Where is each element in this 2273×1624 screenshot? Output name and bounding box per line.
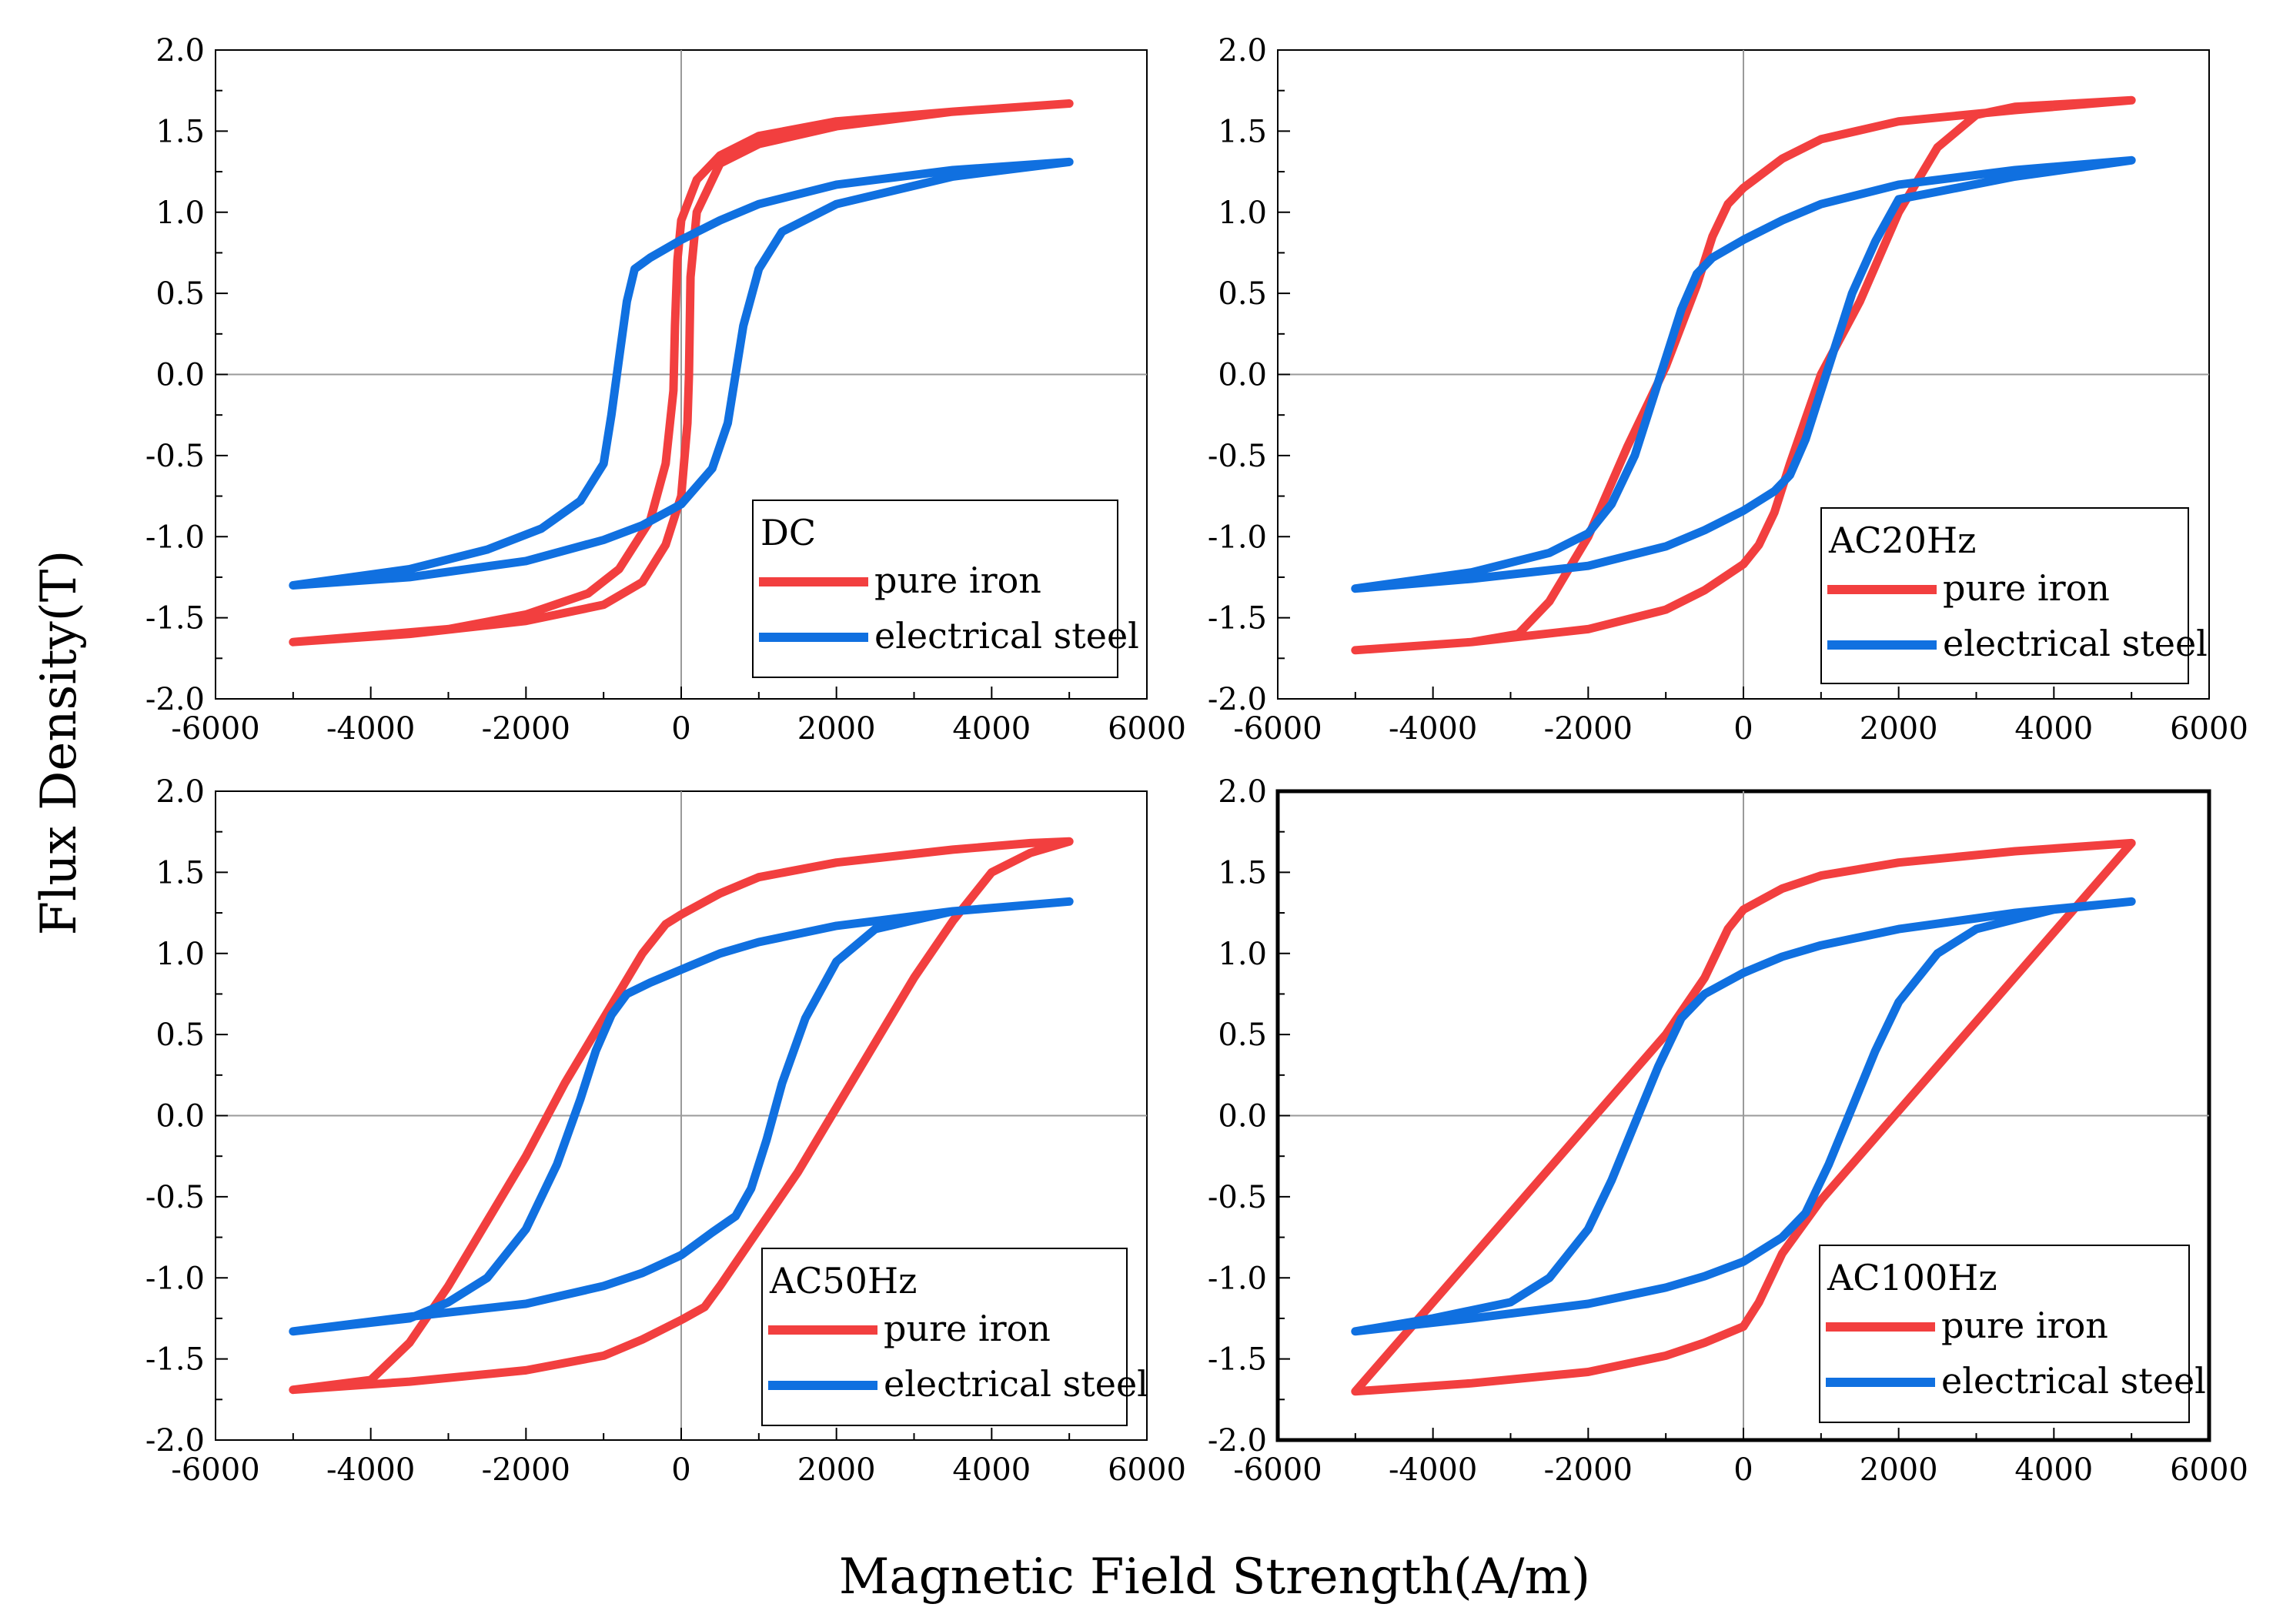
legend: AC20Hz pure iron electrical steel — [1820, 507, 2208, 684]
y-tick-label: -1.5 — [145, 601, 205, 637]
series-line-electrical-steel — [289, 897, 1074, 1336]
y-tick-label: -2.0 — [1208, 1423, 1267, 1459]
legend-title: AC20Hz — [1828, 520, 1976, 561]
x-tick-label: -4000 — [1389, 1452, 1477, 1488]
x-tick-label: 6000 — [2170, 1452, 2248, 1488]
y-tick-label: 1.0 — [1218, 937, 1267, 972]
legend-box — [752, 500, 1118, 678]
x-tick-label: -4000 — [326, 1452, 415, 1488]
x-tick-label: -2000 — [482, 1452, 570, 1488]
x-tick-label: 6000 — [1108, 1452, 1186, 1488]
x-tick-label: 2000 — [797, 1452, 876, 1488]
legend: AC100Hz pure iron electrical steel — [1819, 1245, 2206, 1423]
x-tick-label: 2000 — [1860, 711, 1938, 747]
legend-box — [1819, 1245, 2190, 1423]
chart-panel-ac20hz: -6000 -4000 -2000 0 2000 4000 6000 2.0 1.5 1.0 0.5… — [1208, 33, 2248, 747]
legend-label-electrical-steel: electrical steel — [1941, 1360, 2206, 1402]
y-tick-label: -2.0 — [1208, 682, 1267, 717]
x-axis-title: Magnetic Field Strength(A/m) — [839, 1549, 1590, 1606]
y-tick-label: 0.5 — [155, 276, 205, 312]
y-tick-label: 2.0 — [1218, 774, 1267, 810]
x-tick-label: 2000 — [1860, 1452, 1938, 1488]
series-line-pure-iron — [1351, 95, 2136, 655]
y-tick-label: -0.5 — [1208, 1180, 1267, 1215]
legend: AC50Hz pure iron electrical steel — [761, 1248, 1148, 1426]
chart-panel-ac50hz: -6000 -4000 -2000 0 2000 4000 6000 2.0 1.5 1.0 0.5… — [145, 774, 1186, 1488]
x-tick-label: 6000 — [2170, 711, 2248, 747]
x-tick-label: 4000 — [952, 1452, 1031, 1488]
y-tick-label: -1.5 — [145, 1342, 205, 1378]
legend-box — [761, 1248, 1128, 1426]
y-tick-label: 1.0 — [1218, 195, 1267, 231]
y-tick-label: -0.5 — [1208, 439, 1267, 474]
series-line-pure-iron — [289, 837, 1074, 1395]
x-tick-label: -6000 — [171, 1452, 259, 1488]
chart-panel-ac100hz: -6000 -4000 -2000 0 2000 4000 6000 2.0 1.5 1.0 0.5… — [1208, 774, 2248, 1488]
y-tick-label: 2.0 — [155, 774, 205, 810]
series-line-electrical-steel — [1351, 155, 2136, 593]
x-tick-label: -6000 — [1233, 1452, 1322, 1488]
y-tick-label: -1.0 — [1208, 1261, 1267, 1296]
x-tick-label: -2000 — [482, 711, 570, 747]
y-tick-label: -1.5 — [1208, 601, 1267, 637]
y-tick-label: -1.0 — [1208, 520, 1267, 555]
legend-label-electrical-steel: electrical steel — [884, 1363, 1148, 1405]
series-line-electrical-steel — [289, 157, 1074, 590]
x-tick-label: 0 — [1733, 711, 1753, 747]
x-tick-label: -4000 — [326, 711, 415, 747]
y-tick-label: 1.5 — [155, 855, 205, 891]
x-tick-label: 6000 — [1108, 711, 1186, 747]
y-tick-label: 2.0 — [1218, 33, 1267, 69]
x-tick-label: 2000 — [797, 711, 876, 747]
y-tick-label: 2.0 — [155, 33, 205, 69]
y-tick-label: -2.0 — [145, 682, 205, 717]
legend-label-pure-iron: pure iron — [884, 1308, 1051, 1349]
chart-panel-dc: -6000 -4000 -2000 0 2000 4000 6000 2.0 1.5 1.0 0.5… — [145, 33, 1186, 747]
legend-title: AC100Hz — [1827, 1257, 1997, 1298]
x-tick-label: 4000 — [2014, 711, 2093, 747]
x-tick-label: -2000 — [1544, 711, 1633, 747]
legend-title: AC50Hz — [769, 1260, 917, 1302]
y-tick-label: -1.0 — [145, 1261, 205, 1296]
y-tick-label: 1.5 — [1218, 855, 1267, 891]
y-tick-label: 1.0 — [155, 195, 205, 231]
legend-box — [1820, 507, 2189, 684]
legend-title: DC — [760, 512, 816, 553]
legend-label-electrical-steel: electrical steel — [1943, 623, 2208, 664]
y-tick-label: 0.0 — [155, 1099, 205, 1134]
y-tick-label: 0.0 — [1218, 358, 1267, 393]
y-tick-label: -0.5 — [145, 1180, 205, 1215]
x-tick-label: 0 — [1733, 1452, 1753, 1488]
y-tick-label: 1.0 — [155, 937, 205, 972]
legend-label-electrical-steel: electrical steel — [874, 615, 1139, 657]
series-line-electrical-steel — [1351, 897, 2136, 1336]
series-line-pure-iron — [289, 99, 1074, 647]
x-tick-label: -4000 — [1389, 711, 1477, 747]
y-tick-label: 1.5 — [1218, 114, 1267, 149]
y-tick-label: 0.0 — [155, 358, 205, 393]
y-tick-label: 0.0 — [1218, 1099, 1267, 1134]
x-tick-label: 0 — [671, 1452, 690, 1488]
series-line-pure-iron — [1351, 838, 2136, 1396]
y-tick-label: -2.0 — [145, 1423, 205, 1459]
y-tick-label: 0.5 — [155, 1018, 205, 1053]
y-tick-label: -1.5 — [1208, 1342, 1267, 1378]
legend-label-pure-iron: pure iron — [1941, 1305, 2108, 1346]
x-tick-label: -2000 — [1544, 1452, 1633, 1488]
x-tick-label: -6000 — [171, 711, 259, 747]
x-tick-label: 4000 — [2014, 1452, 2093, 1488]
x-tick-label: -6000 — [1233, 711, 1322, 747]
legend: DC pure iron electrical steel — [752, 500, 1139, 678]
y-tick-label: -0.5 — [145, 439, 205, 474]
y-tick-label: 0.5 — [1218, 1018, 1267, 1053]
legend-label-pure-iron: pure iron — [1943, 567, 2110, 609]
y-tick-label: -1.0 — [145, 520, 205, 555]
x-tick-label: 0 — [671, 711, 690, 747]
x-tick-label: 4000 — [952, 711, 1031, 747]
legend-label-pure-iron: pure iron — [874, 560, 1041, 601]
y-axis-title: Flux Density(T) — [31, 550, 88, 936]
y-tick-label: 0.5 — [1218, 276, 1267, 312]
y-tick-label: 1.5 — [155, 114, 205, 149]
